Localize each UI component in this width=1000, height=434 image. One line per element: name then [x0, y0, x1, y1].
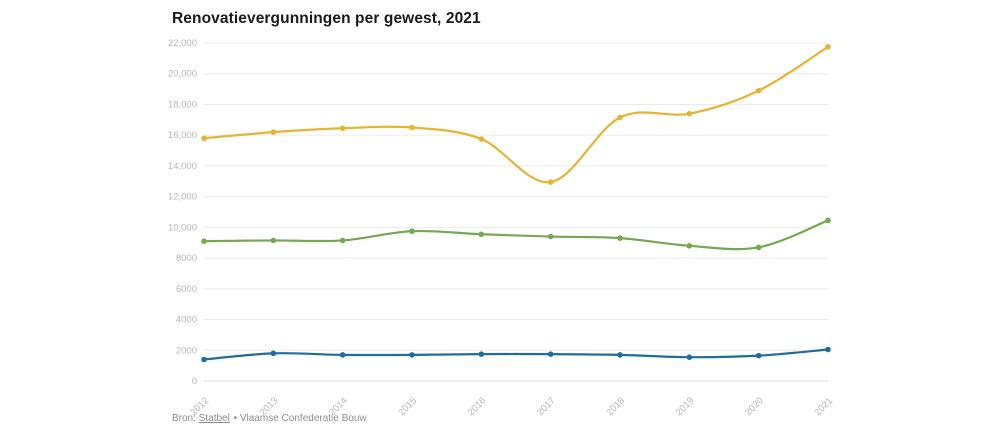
data-point[interactable] — [686, 110, 693, 117]
blue-line — [202, 348, 830, 361]
data-point[interactable] — [825, 217, 831, 224]
data-point[interactable] — [409, 124, 415, 131]
data-point[interactable] — [547, 233, 554, 240]
data-point[interactable] — [547, 179, 554, 185]
data-point[interactable] — [755, 244, 762, 251]
green-line — [202, 219, 830, 251]
data-point[interactable] — [825, 346, 831, 353]
y-tick-label: 10,000 — [168, 222, 197, 233]
data-point[interactable] — [478, 231, 485, 238]
data-point[interactable] — [478, 351, 485, 357]
data-point[interactable] — [755, 87, 762, 94]
source-suffix: • Vlaamse Confederatie Bouw — [233, 413, 367, 424]
x-tick-label: 2021 — [812, 395, 835, 418]
y-tick-label: 22,000 — [168, 38, 197, 49]
data-point[interactable] — [409, 352, 415, 358]
source-link[interactable]: Statbel — [198, 413, 230, 424]
data-point[interactable] — [201, 135, 207, 142]
data-point[interactable] — [686, 354, 693, 360]
data-point[interactable] — [339, 237, 346, 244]
y-tick-label: 0 — [192, 376, 197, 387]
data-point[interactable] — [201, 238, 207, 244]
chart-title: Renovatievergunningen per gewest, 2021 — [172, 10, 481, 27]
y-tick-label: 16,000 — [168, 130, 197, 141]
data-point[interactable] — [547, 351, 554, 357]
y-tick-label: 4000 — [176, 315, 197, 326]
y-tick-label: 20,000 — [168, 69, 197, 80]
x-tick-label: 2016 — [466, 395, 489, 418]
x-tick-label: 2020 — [743, 395, 766, 418]
data-point[interactable] — [339, 125, 346, 132]
data-point[interactable] — [270, 129, 277, 135]
x-tick-label: 2018 — [604, 395, 627, 418]
data-point[interactable] — [478, 136, 485, 142]
source-note: Bron: Statbel • Vlaamse Confederatie Bou… — [172, 413, 368, 424]
data-point[interactable] — [617, 352, 623, 358]
y-tick-label: 18,000 — [168, 99, 197, 110]
data-point[interactable] — [686, 243, 693, 249]
data-point[interactable] — [617, 235, 623, 241]
data-point[interactable] — [201, 356, 207, 363]
data-point[interactable] — [755, 352, 762, 359]
y-tick-label: 14,000 — [168, 161, 197, 172]
data-point[interactable] — [270, 350, 277, 357]
x-tick-label: 2017 — [535, 395, 558, 418]
data-point[interactable] — [409, 228, 415, 235]
y-tick-label: 6000 — [176, 284, 197, 295]
y-tick-label: 2000 — [176, 345, 197, 356]
data-point[interactable] — [825, 44, 831, 50]
data-point[interactable] — [270, 237, 277, 244]
yellow-line — [202, 45, 830, 184]
source-label: Bron: — [172, 413, 196, 424]
data-point[interactable] — [339, 352, 346, 358]
x-tick-label: 2015 — [396, 395, 419, 418]
data-point[interactable] — [617, 114, 623, 121]
y-tick-label: 8000 — [176, 253, 197, 264]
y-tick-label: 12,000 — [168, 192, 197, 203]
x-tick-label: 2019 — [674, 395, 697, 418]
